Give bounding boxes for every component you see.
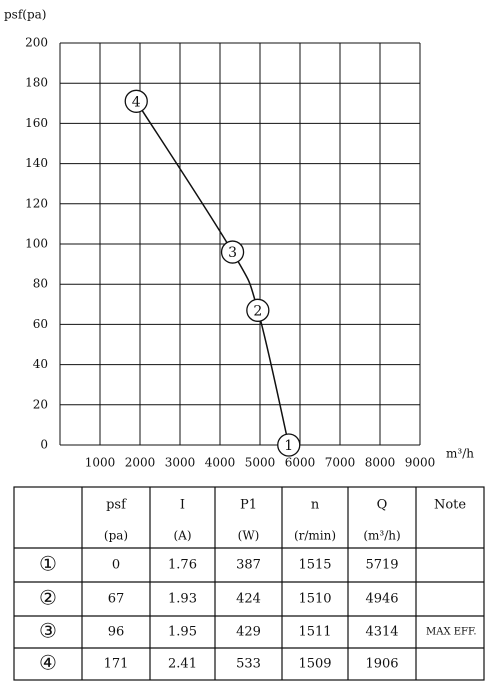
table-cell: 1510	[298, 592, 331, 607]
table-header: n	[311, 498, 320, 513]
table-cell: 1.95	[168, 625, 197, 640]
x-tick-label: 9000	[405, 456, 436, 470]
table-cell: 5719	[365, 558, 398, 573]
y-tick-label: 120	[25, 196, 48, 210]
y-tick-label: 0	[40, 438, 48, 452]
row-id: ④	[39, 651, 57, 675]
x-axis-label: m³/h	[446, 447, 474, 461]
point-marker	[220, 240, 245, 264]
x-tick-label: 1000	[85, 456, 116, 470]
table-cell: 4314	[365, 625, 398, 640]
x-tick-label: 5000	[245, 456, 276, 470]
row-id: ③	[39, 619, 57, 643]
table-unit: (W)	[238, 529, 260, 543]
table-header: Note	[434, 498, 466, 513]
x-tick-label: 7000	[325, 456, 356, 470]
point-label: 3	[228, 245, 237, 261]
row-id: ①	[39, 552, 57, 576]
table-cell: 1511	[298, 625, 331, 640]
y-tick-label: 80	[33, 277, 48, 291]
x-tick-label: 2000	[125, 456, 156, 470]
table-unit: (m³/h)	[363, 529, 400, 543]
point-marker	[246, 298, 270, 322]
row-id: ②	[39, 586, 57, 610]
table-cell: 1515	[298, 558, 331, 573]
y-axis-label: psf(pa)	[4, 8, 46, 22]
x-tick-label: 8000	[365, 456, 396, 470]
y-tick-label: 160	[25, 116, 48, 130]
table-cell: 67	[108, 592, 125, 607]
table-unit: (A)	[173, 529, 191, 543]
y-tick-label: 40	[33, 357, 48, 371]
table-cell: 429	[236, 625, 261, 640]
table-note: MAX EFF.	[426, 627, 477, 638]
y-tick-label: 100	[25, 237, 48, 251]
table-cell: 2.41	[168, 657, 197, 672]
x-tick-label: 4000	[205, 456, 236, 470]
point-label: 1	[284, 438, 293, 454]
table-cell: 1.93	[168, 592, 197, 607]
table-header: P1	[240, 498, 257, 513]
table-header: Q	[377, 498, 388, 513]
y-tick-label: 60	[33, 317, 48, 331]
table-cell: 424	[236, 592, 261, 607]
table-cell: 171	[104, 657, 129, 672]
table-border	[13, 486, 485, 681]
x-tick-label: 3000	[165, 456, 196, 470]
table-unit: (pa)	[104, 529, 128, 543]
table-unit: (r/min)	[294, 529, 336, 543]
y-tick-label: 200	[25, 36, 48, 50]
table-cell: 1906	[365, 657, 398, 672]
table-cell: 96	[108, 625, 125, 640]
table-header: I	[180, 498, 185, 513]
table-cell: 1.76	[168, 558, 197, 573]
table-cell: 533	[236, 657, 261, 672]
y-tick-label: 140	[25, 156, 48, 170]
x-tick-label: 6000	[285, 456, 316, 470]
point-label: 4	[132, 94, 141, 110]
table-cell: 1509	[298, 657, 331, 672]
point-marker	[277, 433, 301, 457]
table-cell: 4946	[365, 592, 398, 607]
point-marker	[124, 89, 148, 113]
table-cell: 0	[112, 558, 120, 573]
table-header: psf	[106, 498, 127, 513]
y-tick-label: 20	[33, 397, 48, 411]
curve	[135, 100, 290, 446]
table-cell: 387	[236, 558, 261, 573]
y-tick-label: 180	[25, 76, 48, 90]
point-label: 2	[253, 303, 262, 319]
